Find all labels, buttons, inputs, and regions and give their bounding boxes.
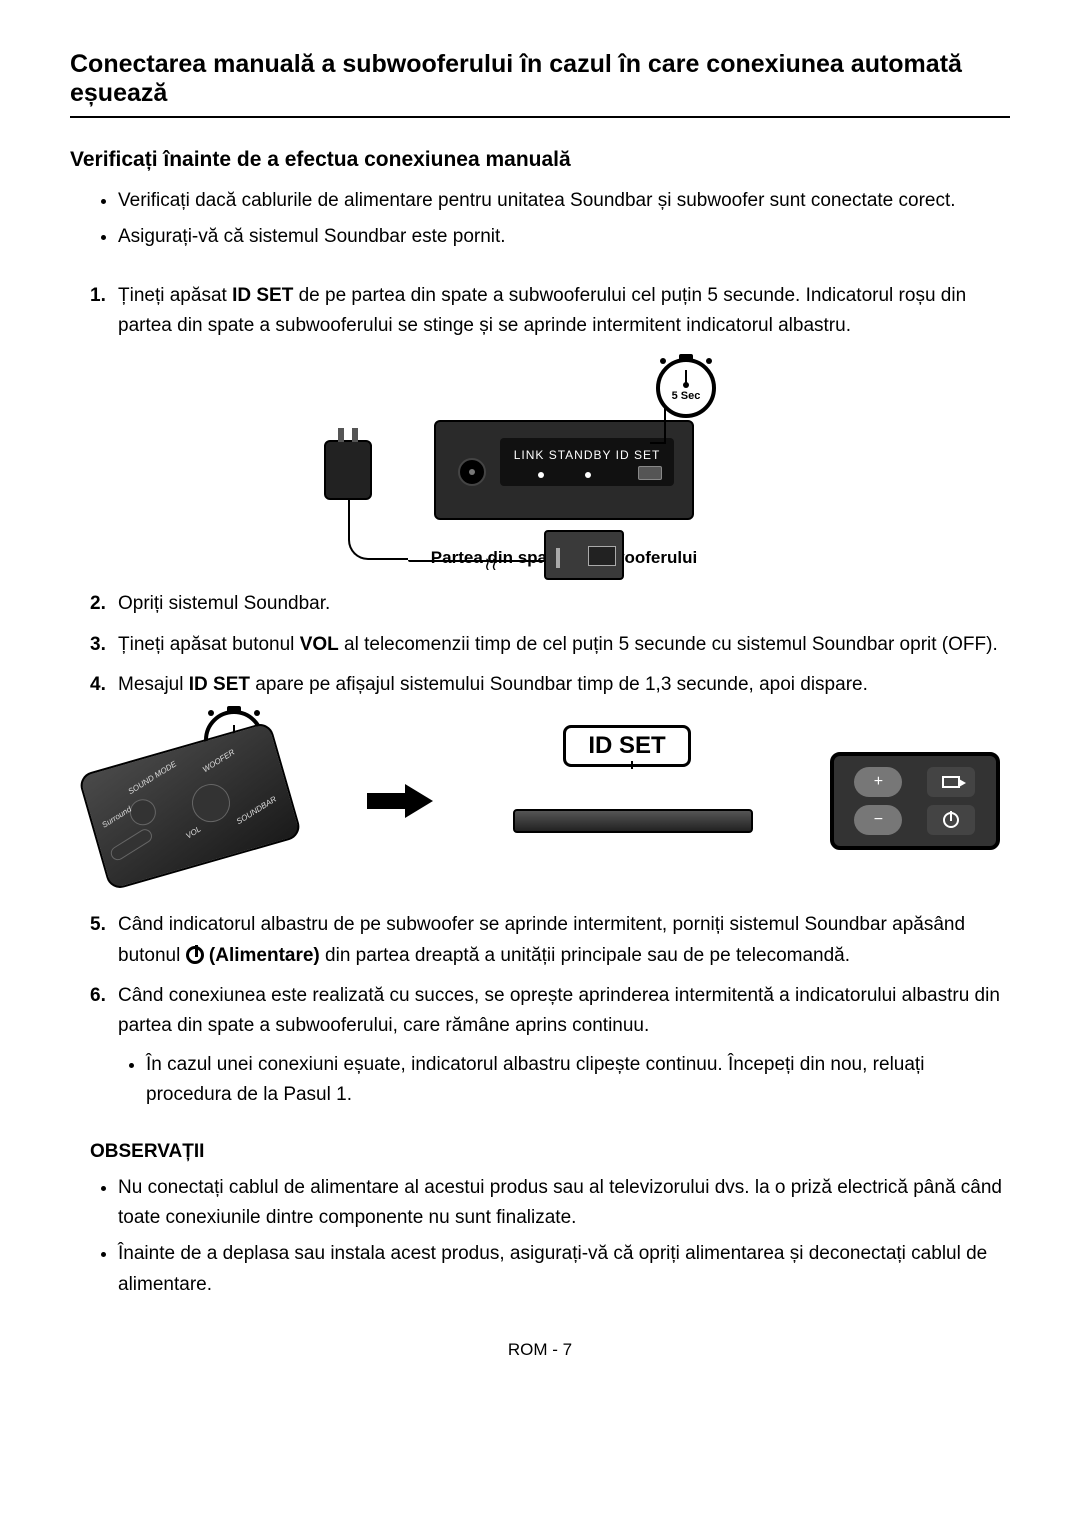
power-plug-icon	[324, 440, 372, 500]
step-text: al telecomenzii timp de cel puțin 5 secu…	[339, 634, 998, 655]
control-panel-icon: + −	[830, 752, 1000, 850]
power-inlet-icon	[544, 530, 624, 580]
page-number: ROM - 7	[70, 1340, 1010, 1360]
step-4: 4. Mesajul ID SET apare pe afișajul sist…	[90, 670, 1010, 700]
step-text: Mesajul	[118, 674, 189, 695]
list-item: Asigurați-vă că sistemul Soundbar este p…	[118, 222, 1010, 252]
remote-label: WOOFER	[201, 748, 236, 775]
remote-label: VOL	[184, 825, 202, 841]
step-text: Țineți apăsat butonul	[118, 634, 300, 655]
step-number: 3.	[90, 630, 106, 660]
step-5: 5. Când indicatorul albastru de pe subwo…	[90, 910, 1010, 971]
port-icon	[458, 458, 486, 486]
figure-subwoofer-rear: ≀≀ LINK STANDBY ID SET 5 Sec	[118, 360, 1010, 572]
steps-list: 1. Țineți apăsat ID SET de pe partea din…	[70, 281, 1010, 701]
subwoofer-panel-icon: LINK STANDBY ID SET	[500, 438, 674, 486]
step-number: 2.	[90, 589, 106, 619]
substep-list: În cazul unei conexiuni eșuate, indicato…	[118, 1050, 1010, 1111]
step-number: 5.	[90, 910, 106, 940]
remote-label: SOUND MODE	[127, 760, 179, 797]
list-item: Verificați dacă cablurile de alimentare …	[118, 186, 1010, 216]
idset-button-icon	[638, 466, 662, 480]
page-title: Conectarea manuală a subwooferului în ca…	[70, 50, 1010, 118]
steps-list-cont: 5. Când indicatorul albastru de pe subwo…	[70, 910, 1010, 1110]
step-number: 4.	[90, 670, 106, 700]
precheck-list: Verificați dacă cablurile de alimentare …	[70, 186, 1010, 253]
panel-labels: LINK STANDBY ID SET	[500, 446, 674, 465]
list-item: Înainte de a deplasa sau instala acest p…	[118, 1239, 1010, 1300]
remote-illustration: 5 Sec Surround SOUND MODE WOOFER VOL SOU…	[80, 716, 310, 886]
timer-label: 5 Sec	[672, 388, 701, 406]
idset-display-label: ID SET	[563, 725, 690, 767]
notes-list: Nu conectați cablul de alimentare al ace…	[70, 1173, 1010, 1301]
callout-line-icon	[631, 761, 633, 769]
arrow-right-icon	[367, 784, 437, 818]
soundbar-icon	[513, 809, 753, 833]
step-3: 3. Țineți apăsat butonul VOL al telecome…	[90, 630, 1010, 660]
timer-5sec-icon: 5 Sec	[656, 358, 716, 418]
subwoofer-rear-icon: LINK STANDBY ID SET	[434, 420, 694, 520]
remote-label: SOUNDBAR	[235, 795, 278, 827]
step-text: Țineți apăsat	[118, 285, 232, 306]
remote-icon: Surround SOUND MODE WOOFER VOL SOUNDBAR	[77, 721, 302, 891]
source-button-icon	[927, 767, 975, 797]
step-1: 1. Țineți apăsat ID SET de pe partea din…	[90, 281, 1010, 571]
step-number: 6.	[90, 981, 106, 1011]
figure-remote-soundbar: 5 Sec Surround SOUND MODE WOOFER VOL SOU…	[70, 716, 1010, 886]
list-item: Nu conectați cablul de alimentare al ace…	[118, 1173, 1010, 1234]
list-item: În cazul unei conexiuni eșuate, indicato…	[146, 1050, 1010, 1111]
step-2: 2. Opriți sistemul Soundbar.	[90, 589, 1010, 619]
step-bold: (Alimentare)	[209, 945, 320, 966]
cable-icon	[408, 560, 558, 562]
cable-icon	[348, 500, 408, 560]
notes-heading: OBSERVAȚII	[70, 1141, 1010, 1163]
power-button-icon	[927, 805, 975, 835]
step-text: Opriți sistemul Soundbar.	[118, 593, 330, 614]
precheck-heading: Verificați înainte de a efectua conexiun…	[70, 148, 1010, 172]
cable-break-icon: ≀≀	[484, 550, 498, 579]
soundbar-illustration: ID SET	[513, 769, 753, 833]
step-text: din partea dreaptă a unității principale…	[320, 945, 850, 966]
power-icon	[186, 946, 204, 964]
step-bold: VOL	[300, 634, 339, 655]
step-bold: ID SET	[189, 674, 250, 695]
step-text: Când conexiunea este realizată cu succes…	[118, 985, 1000, 1036]
volume-up-icon: +	[854, 767, 902, 797]
step-bold: ID SET	[232, 285, 293, 306]
callout-line-icon	[650, 442, 664, 444]
remote-label: Surround	[100, 805, 133, 830]
step-text: apare pe afișajul sistemului Soundbar ti…	[250, 674, 868, 695]
volume-down-icon: −	[854, 805, 902, 835]
step-number: 1.	[90, 281, 106, 311]
step-6: 6. Când conexiunea este realizată cu suc…	[90, 981, 1010, 1111]
